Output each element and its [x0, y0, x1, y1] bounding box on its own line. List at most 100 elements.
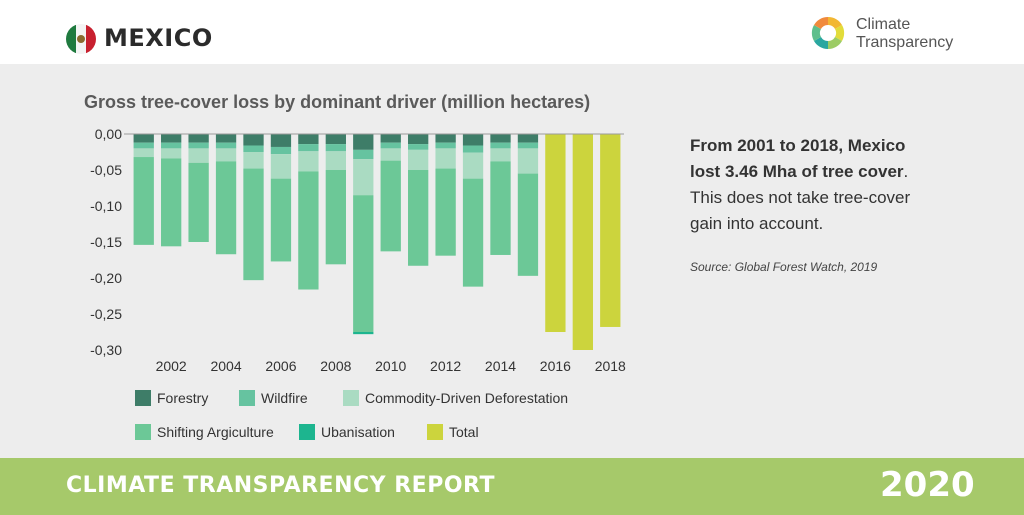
- legend-label-commodity: Commodity-Driven Deforestation: [365, 390, 569, 406]
- bar-commodity-2015: [517, 148, 539, 174]
- y-tick-label: -0,05: [90, 162, 122, 178]
- y-tick-label: -0,15: [90, 234, 122, 250]
- bar-commodity-2004: [215, 148, 237, 162]
- bar-commodity-2006: [270, 154, 292, 179]
- y-tick-label: -0,30: [90, 342, 122, 358]
- bar-shifting-2002: [161, 158, 182, 247]
- logo-text-line1: Climate: [856, 16, 911, 33]
- bar-commodity-2012: [435, 148, 456, 169]
- bar-wildfire-2003: [188, 142, 209, 149]
- legend-label-urbanisation: Ubanisation: [321, 424, 395, 440]
- x-tick-label: 2006: [265, 358, 296, 374]
- bar-forestry-2002: [161, 134, 182, 143]
- logo-text-line2: Transparency: [856, 34, 954, 51]
- legend-swatch-wildfire: [239, 390, 255, 406]
- bar-wildfire-2011: [408, 144, 429, 150]
- legend-swatch-shifting: [135, 424, 151, 440]
- bar-wildfire-2006: [270, 146, 292, 155]
- bar-wildfire-2001: [133, 142, 154, 149]
- bar-total-2016: [545, 134, 566, 332]
- bar-forestry-2009: [353, 134, 374, 150]
- bar-total-2017: [572, 134, 593, 350]
- country-title: MEXICO: [104, 24, 213, 52]
- legend-swatch-commodity: [343, 390, 359, 406]
- bar-shifting-2003: [188, 162, 209, 242]
- bar-forestry-2004: [215, 134, 237, 143]
- legend-label-total: Total: [449, 424, 479, 440]
- bar-wildfire-2012: [435, 142, 456, 149]
- bar-commodity-2003: [188, 148, 209, 163]
- bar-wildfire-2009: [353, 149, 374, 160]
- summary-callout: From 2001 to 2018, Mexico lost 3.46 Mha …: [690, 133, 960, 237]
- bar-urbanisation-2009: [353, 332, 374, 335]
- tree-cover-loss-chart: 0,00 -0,05 -0,10 -0,15 -0,20 -0,25 -0,30 2002 20…: [90, 126, 626, 374]
- legend-item-total: Total: [427, 424, 479, 440]
- x-tick-label: 2012: [430, 358, 461, 374]
- bar-shifting-2006: [270, 178, 292, 262]
- y-tick-label: 0,00: [95, 126, 122, 142]
- bar-forestry-2013: [462, 134, 484, 146]
- bar-commodity-2010: [380, 148, 401, 161]
- bar-wildfire-2013: [462, 145, 484, 153]
- content-panel: [0, 64, 1024, 458]
- bar-forestry-2008: [325, 134, 346, 145]
- bar-forestry-2003: [188, 134, 209, 143]
- callout-period: .: [903, 162, 909, 181]
- bar-forestry-2015: [517, 134, 539, 143]
- legend-item-commodity: Commodity-Driven Deforestation: [343, 390, 568, 406]
- bar-commodity-2013: [462, 152, 484, 179]
- bar-shifting-2015: [517, 173, 539, 276]
- callout-bold-line1: From 2001 to 2018, Mexico: [690, 136, 906, 155]
- bar-shifting-2001: [133, 157, 154, 245]
- bar-wildfire-2007: [298, 144, 319, 152]
- x-tick-label: 2002: [156, 358, 187, 374]
- bar-forestry-2014: [490, 134, 511, 143]
- bar-forestry-2012: [435, 134, 456, 143]
- bar-commodity-2001: [133, 148, 154, 158]
- header: MEXICO Climate Transparency: [0, 0, 1024, 64]
- footer-year: 2020: [880, 465, 975, 505]
- legend-label-shifting: Shifting Argiculture: [157, 424, 274, 440]
- bar-total-2018: [600, 134, 621, 327]
- bar-forestry-2007: [298, 134, 319, 145]
- x-tick-label: 2004: [210, 358, 241, 374]
- y-tick-label: -0,20: [90, 270, 122, 286]
- bar-commodity-2009: [353, 159, 374, 196]
- x-tick-label: 2010: [375, 358, 406, 374]
- chart-legend: Forestry Wildfire Commodity-Driven Defores…: [135, 390, 655, 450]
- mexico-flag-icon: [66, 24, 96, 54]
- legend-swatch-forestry: [135, 390, 151, 406]
- bar-wildfire-2002: [161, 142, 182, 149]
- y-tick-label: -0,10: [90, 198, 122, 214]
- bar-forestry-2010: [380, 134, 401, 143]
- chart-title: Gross tree-cover loss by dominant driver…: [84, 92, 591, 112]
- bar-commodity-2002: [161, 148, 182, 159]
- bar-shifting-2004: [215, 161, 237, 255]
- bar-wildfire-2015: [517, 142, 539, 149]
- legend-swatch-total: [427, 424, 443, 440]
- bar-forestry-2011: [408, 134, 429, 145]
- bar-shifting-2013: [462, 178, 484, 287]
- x-tick-label: 2016: [540, 358, 571, 374]
- bar-commodity-2008: [325, 151, 346, 170]
- bar-forestry-2001: [133, 134, 154, 143]
- bar-wildfire-2014: [490, 142, 511, 149]
- legend-item-shifting: Shifting Argiculture: [135, 424, 274, 440]
- bar-wildfire-2005: [243, 145, 264, 152]
- legend-label-forestry: Forestry: [157, 390, 209, 406]
- bar-commodity-2005: [243, 152, 264, 169]
- climate-transparency-logo-icon: [811, 16, 845, 50]
- bar-shifting-2011: [408, 170, 429, 266]
- bar-commodity-2011: [408, 149, 429, 170]
- callout-bold-line2: lost 3.46 Mha of tree cover: [690, 162, 904, 181]
- bar-commodity-2007: [298, 151, 319, 172]
- y-tick-label: -0,25: [90, 306, 122, 322]
- footer-bar: [0, 458, 1024, 515]
- legend-label-wildfire: Wildfire: [261, 390, 308, 406]
- bar-commodity-2014: [490, 148, 511, 162]
- callout-line4: gain into account.: [690, 214, 824, 233]
- x-tick-label: 2008: [320, 358, 351, 374]
- bar-shifting-2009: [353, 195, 374, 332]
- source-note: Source: Global Forest Watch, 2019: [690, 260, 878, 274]
- legend-swatch-urbanisation: [299, 424, 315, 440]
